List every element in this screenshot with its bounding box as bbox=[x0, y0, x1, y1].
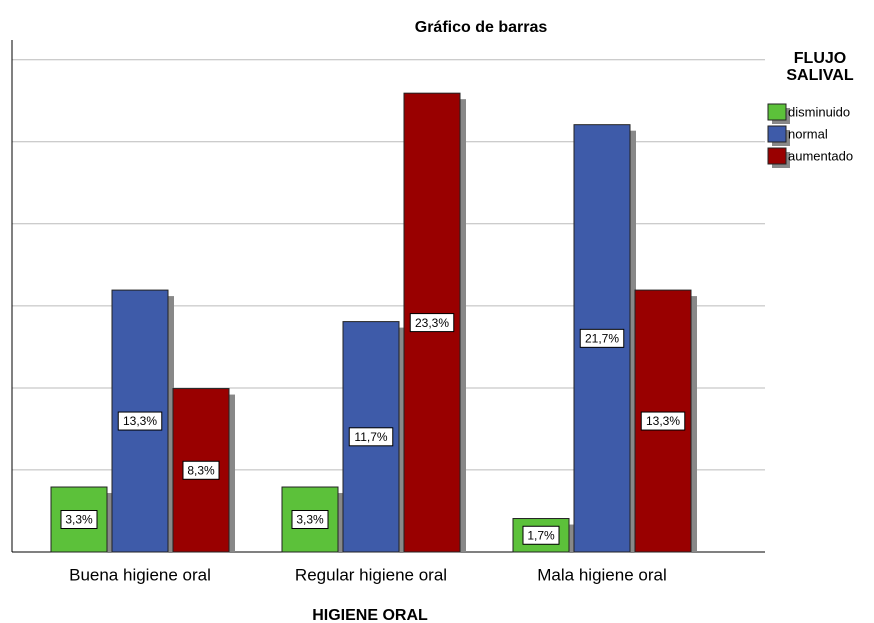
legend-swatch bbox=[767, 103, 787, 121]
legend-title: FLUJO SALIVAL bbox=[786, 50, 854, 84]
x-tick-label: Buena higiene oral bbox=[69, 565, 211, 584]
value-label: 13,3% bbox=[646, 414, 680, 428]
value-label: 21,7% bbox=[585, 332, 619, 346]
value-label: 11,7% bbox=[354, 430, 387, 444]
chart-title: Gráfico de barras bbox=[415, 19, 548, 36]
x-tick-label: Mala higiene oral bbox=[537, 565, 666, 584]
legend-label: aumentado bbox=[788, 148, 853, 163]
value-label: 13,3% bbox=[123, 414, 157, 428]
value-label-box bbox=[409, 313, 455, 333]
value-label-box bbox=[117, 411, 163, 431]
value-label-box bbox=[579, 328, 625, 348]
value-label-box bbox=[60, 510, 98, 530]
value-label-box bbox=[182, 460, 220, 480]
value-label-box bbox=[640, 411, 686, 431]
value-label-box bbox=[348, 427, 394, 447]
value-label-box bbox=[522, 525, 560, 545]
value-label: 3,3% bbox=[65, 513, 93, 527]
legend-swatch bbox=[767, 147, 787, 165]
value-label-box bbox=[291, 510, 329, 530]
value-label: 3,3% bbox=[296, 513, 324, 527]
value-label: 23,3% bbox=[415, 316, 449, 330]
legend-label: normal bbox=[788, 126, 828, 141]
legend-swatch bbox=[767, 125, 787, 143]
bar bbox=[172, 388, 230, 553]
x-tick-label: Regular higiene oral bbox=[295, 565, 447, 584]
value-label: 8,3% bbox=[187, 463, 215, 477]
value-label: 1,7% bbox=[527, 528, 555, 542]
x-axis-title: HIGIENE ORAL bbox=[312, 607, 428, 623]
legend-label: disminuido bbox=[788, 104, 850, 119]
